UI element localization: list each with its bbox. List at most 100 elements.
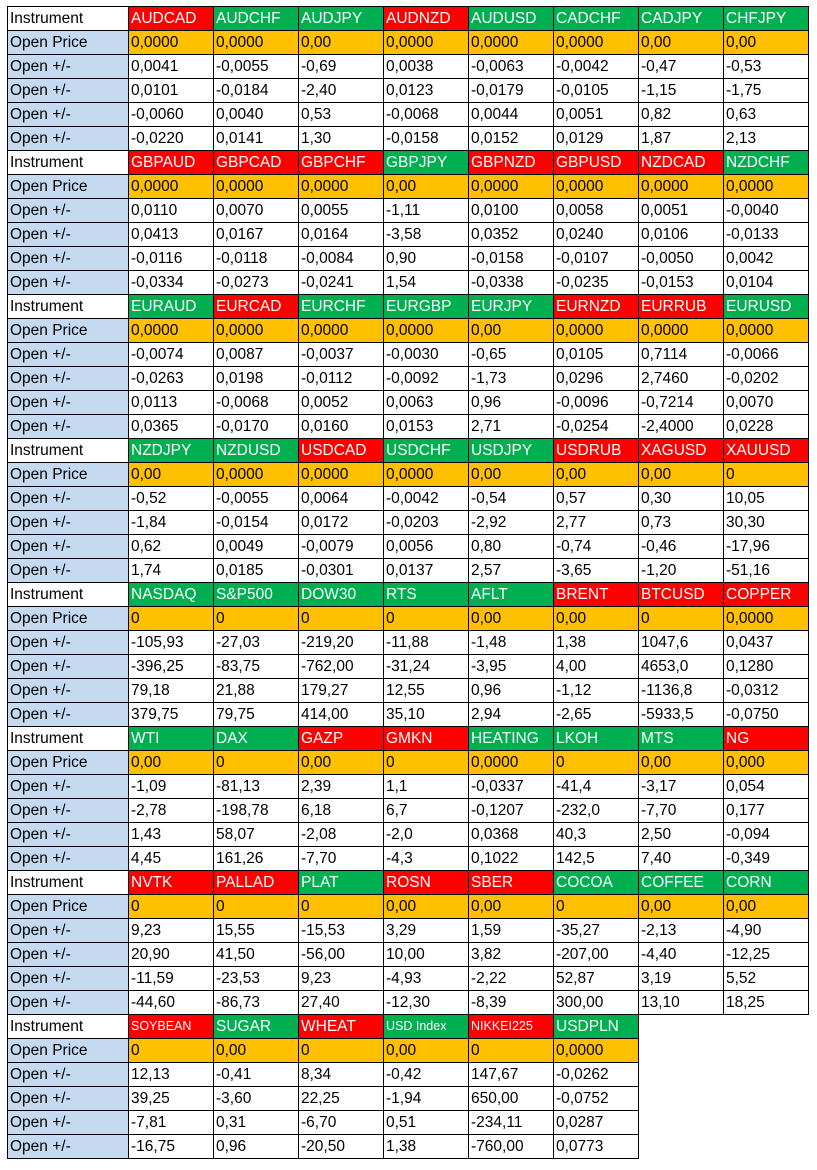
delta-cell: 0,0063 xyxy=(383,390,469,415)
delta-cell: -0,0203 xyxy=(383,510,469,535)
delta-cell: 5,52 xyxy=(723,966,809,991)
delta-cell: -3,65 xyxy=(553,558,639,583)
open-price-label: Open Price xyxy=(7,1038,129,1063)
instrument-name: CADJPY xyxy=(638,6,724,31)
delta-cell: 1,43 xyxy=(128,822,214,847)
instrument-name: ROSN xyxy=(383,870,469,895)
delta-cell: 6,18 xyxy=(298,798,384,823)
open-price-cell: 0,0000 xyxy=(213,318,299,343)
delta-cell: -56,00 xyxy=(298,942,384,967)
open-price-cell: 0 xyxy=(298,894,384,919)
delta-row: Open +/- -1,84 -0,0154 0,0172 -0,0203 -2,92 2,… xyxy=(7,510,809,535)
delta-label: Open +/- xyxy=(7,126,129,151)
instrument-name: EURNZD xyxy=(553,294,639,319)
instrument-name: DAX xyxy=(213,726,299,751)
open-price-cell: 0,00 xyxy=(213,1038,299,1063)
delta-row: Open +/- 20,90 41,50 -56,00 10,00 3,82 -207,00… xyxy=(7,942,809,967)
delta-cell: -1,94 xyxy=(383,1086,469,1111)
instrument-name: NZDCHF xyxy=(723,150,809,175)
open-price-cell: 0,0000 xyxy=(723,606,809,631)
delta-cell: 0,90 xyxy=(383,246,469,271)
delta-cell: -0,0030 xyxy=(383,342,469,367)
instrument-label: Instrument xyxy=(7,438,129,463)
delta-cell: -0,0112 xyxy=(298,366,384,391)
delta-cell: -0,0154 xyxy=(213,510,299,535)
open-price-label: Open Price xyxy=(7,606,129,631)
empty-cell xyxy=(639,1111,724,1135)
delta-label: Open +/- xyxy=(7,246,129,271)
instrument-name: EURCHF xyxy=(298,294,384,319)
delta-cell: -198,78 xyxy=(213,798,299,823)
instrument-name: EURAUD xyxy=(128,294,214,319)
open-price-row: Open Price 0 0 0 0,00 0,00 0 0,00 0,00 xyxy=(7,894,809,919)
delta-cell: 0,0051 xyxy=(638,198,724,223)
delta-cell: 0,0152 xyxy=(468,126,554,151)
open-price-cell: 0 xyxy=(383,750,469,775)
delta-cell: -0,0235 xyxy=(553,270,639,295)
delta-cell: -0,0107 xyxy=(553,246,639,271)
open-price-cell: 0,00 xyxy=(638,750,724,775)
open-price-cell: 0,00 xyxy=(553,462,639,487)
delta-cell: -0,0273 xyxy=(213,270,299,295)
instrument-label: Instrument xyxy=(7,150,129,175)
delta-row: Open +/- 1,74 0,0185 -0,0301 0,0137 2,57 -3,65… xyxy=(7,558,809,583)
delta-cell: -207,00 xyxy=(553,942,639,967)
delta-cell: 1,38 xyxy=(383,1134,469,1159)
delta-cell: -83,75 xyxy=(213,654,299,679)
delta-cell: 0,0773 xyxy=(553,1134,639,1159)
delta-cell: 10,05 xyxy=(723,486,809,511)
delta-cell: -0,0179 xyxy=(468,78,554,103)
delta-cell: 0,51 xyxy=(383,1110,469,1135)
delta-cell: 0,82 xyxy=(638,102,724,127)
delta-cell: -7,81 xyxy=(128,1110,214,1135)
delta-cell: -2,92 xyxy=(468,510,554,535)
delta-cell: -0,0055 xyxy=(213,54,299,79)
instrument-name: AUDCHF xyxy=(213,6,299,31)
delta-cell: -0,0042 xyxy=(553,54,639,79)
delta-cell: -0,41 xyxy=(213,1062,299,1087)
open-price-cell: 0,0000 xyxy=(468,174,554,199)
delta-cell: -81,13 xyxy=(213,774,299,799)
delta-cell: -0,74 xyxy=(553,534,639,559)
delta-cell: -0,0254 xyxy=(553,414,639,439)
instrument-name: EURCAD xyxy=(213,294,299,319)
instrument-name: CORN xyxy=(723,870,809,895)
open-price-cell: 0 xyxy=(383,606,469,631)
delta-row: Open +/- 0,0113 -0,0068 0,0052 0,0063 0,96 -0,… xyxy=(7,390,809,415)
open-price-cell: 0,0000 xyxy=(468,750,554,775)
delta-cell: 0,0052 xyxy=(298,390,384,415)
delta-cell: 0,0058 xyxy=(553,198,639,223)
delta-row: Open +/- -0,0334 -0,0273 -0,0241 1,54 -0,0338… xyxy=(7,270,809,295)
delta-row: Open +/- 12,13 -0,41 8,34 -0,42 147,67 -0,0262 xyxy=(7,1062,809,1087)
instrument-row: Instrument WTI DAX GAZP GMKN HEATING LKOH MTS NG xyxy=(7,726,809,751)
delta-row: Open +/- 4,45 161,26 -7,70 -4,3 0,1022 142,5 7,… xyxy=(7,846,809,871)
delta-cell: 2,50 xyxy=(638,822,724,847)
instrument-name: CHFJPY xyxy=(723,6,809,31)
delta-cell: 2,71 xyxy=(468,414,554,439)
delta-cell: 0,0100 xyxy=(468,198,554,223)
delta-cell: -0,0060 xyxy=(128,102,214,127)
instrument-name: NIKKEI225 xyxy=(468,1014,554,1039)
instrument-name: LKOH xyxy=(553,726,639,751)
delta-cell: -44,60 xyxy=(128,990,214,1015)
delta-cell: 0,0055 xyxy=(298,198,384,223)
delta-cell: 0,53 xyxy=(298,102,384,127)
delta-cell: 0,1280 xyxy=(723,654,809,679)
open-price-row: Open Price 0,0000 0,0000 0,00 0,0000 0,0000 0,… xyxy=(7,30,809,55)
delta-cell: -0,0074 xyxy=(128,342,214,367)
open-price-cell: 0,00 xyxy=(553,606,639,631)
delta-cell: -0,0170 xyxy=(213,414,299,439)
delta-cell: 4,00 xyxy=(553,654,639,679)
delta-cell: 41,50 xyxy=(213,942,299,967)
delta-cell: 0,0041 xyxy=(128,54,214,79)
delta-cell: -86,73 xyxy=(213,990,299,1015)
delta-cell: 30,30 xyxy=(723,510,809,535)
delta-cell: -1,75 xyxy=(723,78,809,103)
delta-cell: -3,58 xyxy=(383,222,469,247)
delta-label: Open +/- xyxy=(7,222,129,247)
instrument-name: USDRUB xyxy=(553,438,639,463)
delta-cell: 147,67 xyxy=(468,1062,554,1087)
delta-cell: -7,70 xyxy=(638,798,724,823)
instrument-name: HEATING xyxy=(468,726,554,751)
open-price-cell: 0,0000 xyxy=(128,30,214,55)
